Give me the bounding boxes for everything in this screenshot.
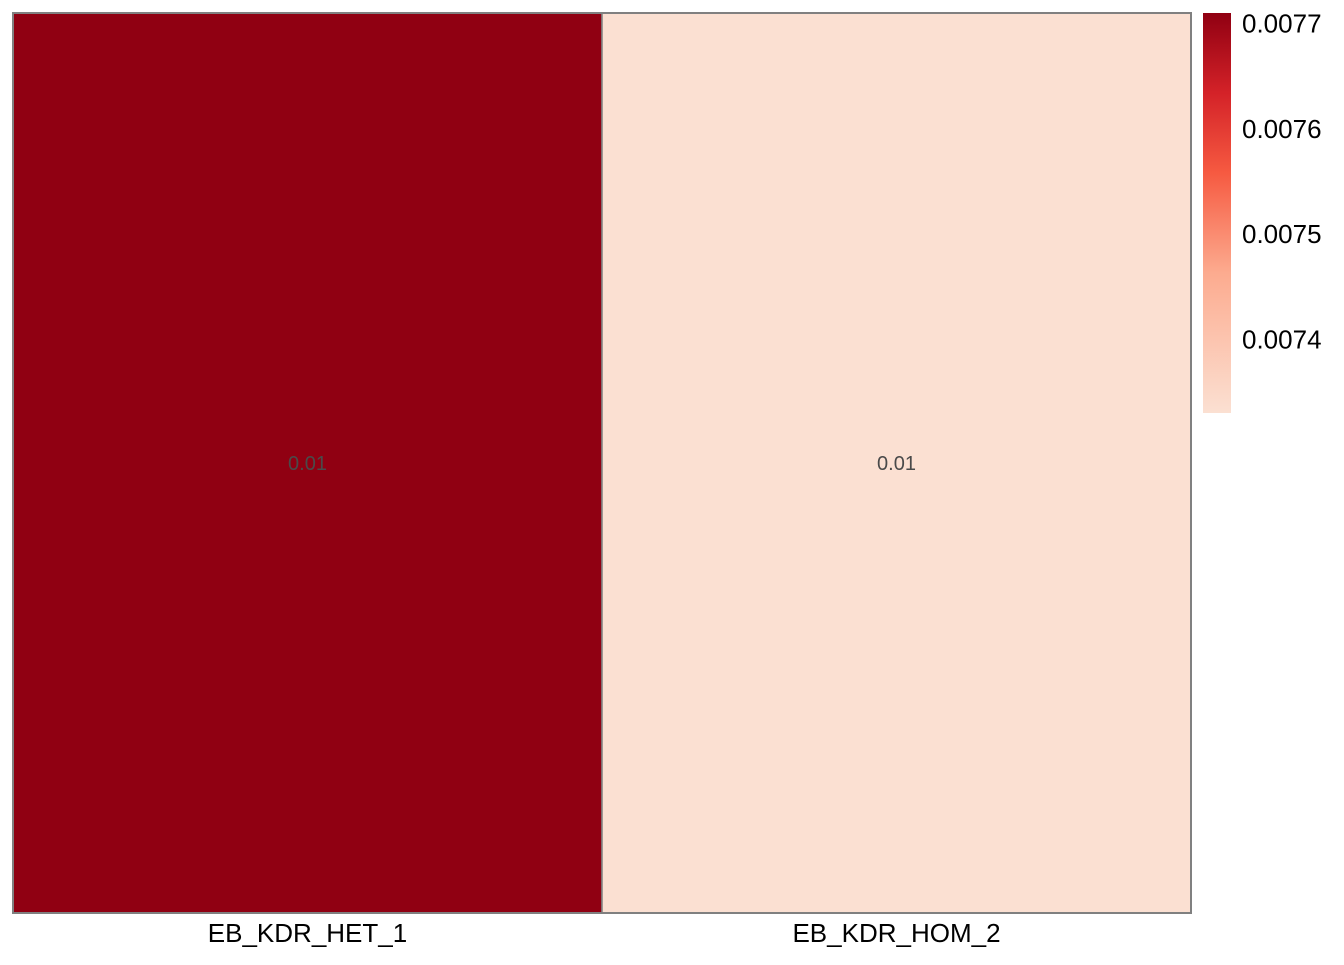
cell-value-label: 0.01 — [877, 453, 916, 475]
column-labels: EB_KDR_HET_1 EB_KDR_HOM_2 — [208, 918, 1001, 948]
colorbar-tick-label: 0.0074 — [1242, 324, 1322, 354]
heatmap-cells — [12, 12, 1192, 914]
column-label: EB_KDR_HET_1 — [208, 918, 407, 948]
heatmap-cell — [12, 12, 603, 914]
colorbar-legend: 0.0074 0.0075 0.0076 0.0077 — [1203, 9, 1322, 413]
cell-value-label: 0.01 — [288, 453, 327, 475]
colorbar-tick-label: 0.0077 — [1242, 9, 1322, 39]
colorbar-gradient — [1203, 13, 1231, 413]
column-label: EB_KDR_HOM_2 — [792, 918, 1000, 948]
heatmap-cell — [601, 12, 1192, 914]
heatmap-cell-labels: 0.01 0.01 — [288, 453, 916, 475]
heatmap-border — [12, 12, 1192, 914]
colorbar-tick-label: 0.0076 — [1242, 114, 1322, 144]
colorbar-tick-label: 0.0075 — [1242, 219, 1322, 249]
